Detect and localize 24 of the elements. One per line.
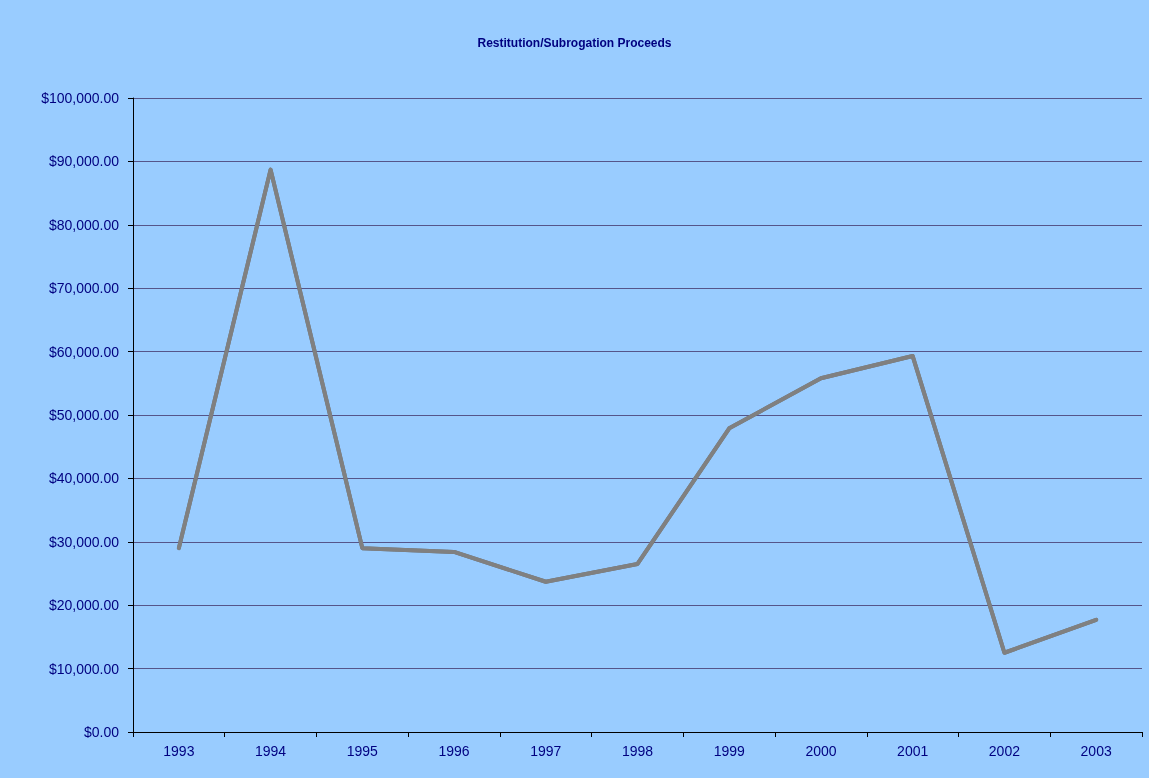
x-tick-label: 2003 [1080, 743, 1112, 759]
x-tick-label: 1998 [621, 743, 654, 759]
y-tick-label: $80,000.00 [48, 216, 120, 233]
line-series [176, 167, 1099, 655]
x-tick-label: 1994 [255, 743, 287, 759]
y-tick-label: $0.00 [83, 724, 120, 740]
x-tick-label: 1997 [530, 743, 562, 759]
x-tick-label: 1993 [163, 743, 195, 759]
y-tick-label: $90,000.00 [48, 153, 120, 170]
y-tick-label: $60,000.00 [48, 343, 120, 360]
y-tick-label: $30,000.00 [48, 533, 120, 550]
x-tick-label: 1999 [713, 743, 746, 759]
y-tick-label: $50,000.00 [48, 407, 120, 423]
x-tick-label: 1996 [438, 743, 470, 759]
y-tick-label: $100,000.00 [41, 90, 120, 106]
y-tick-label: $70,000.00 [48, 280, 120, 297]
y-tick-label: $10,000.00 [48, 660, 120, 677]
x-tick-label: 1995 [346, 743, 379, 759]
x-tick-label: 2001 [897, 743, 929, 759]
chart-title: Restitution/Subrogation Proceeds [477, 36, 672, 50]
x-tick-label: 2002 [988, 743, 1021, 759]
x-tick-label: 2000 [805, 743, 837, 759]
y-tick-label: $20,000.00 [48, 597, 120, 614]
y-tick-label: $40,000.00 [48, 470, 120, 487]
